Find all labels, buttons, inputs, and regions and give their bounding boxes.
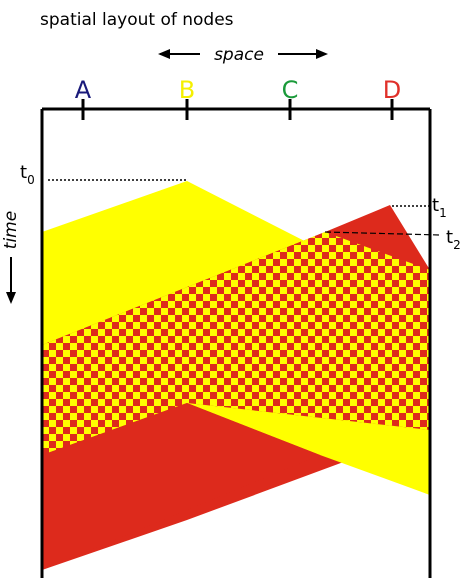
lower-yellow-region [187, 403, 430, 495]
space-label: space [214, 45, 264, 65]
node-label-b: B [179, 76, 195, 104]
t2-label: t2 [446, 227, 461, 252]
layout-frame [40, 99, 432, 578]
t1-label: t1 [432, 195, 447, 220]
t2-guide [324, 231, 441, 236]
node-label-d: D [383, 76, 401, 104]
node-label-a: A [75, 76, 92, 104]
space-arrow [158, 49, 328, 59]
collision-region [42, 232, 430, 455]
diagram-title: spatial layout of nodes [40, 10, 234, 30]
time-arrow [6, 257, 16, 304]
lower-red-region [42, 403, 320, 570]
node-label-c: C [282, 76, 299, 104]
t0-label: t0 [20, 162, 35, 187]
time-label: time [1, 211, 21, 249]
